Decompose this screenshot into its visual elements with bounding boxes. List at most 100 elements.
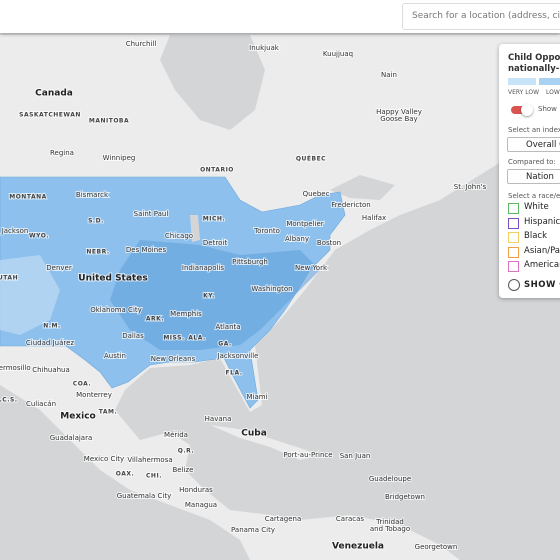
- place-label: Bridgetown: [385, 493, 425, 501]
- place-label: Chihuahua: [32, 366, 70, 374]
- race-checkbox[interactable]: [508, 246, 519, 258]
- place-label: Des Moines: [126, 246, 167, 254]
- race-label: Select a race/et: [508, 192, 560, 200]
- place-label: Panama City: [231, 526, 275, 534]
- place-label: Chicago: [165, 232, 193, 240]
- place-label: S.D.: [88, 218, 104, 225]
- place-label: NEBR.: [86, 249, 109, 256]
- race-label: Hispanic: [524, 216, 560, 227]
- show-button[interactable]: SHOW C: [524, 280, 560, 290]
- place-label: Mérida: [164, 431, 188, 439]
- place-label: Caracas: [336, 515, 364, 523]
- hudson-bay: [160, 35, 265, 130]
- place-label: Inukjuak: [249, 44, 280, 52]
- place-label: Belize: [173, 466, 194, 474]
- search-box[interactable]: Search for a location (address, city, or…: [402, 3, 560, 30]
- place-label: Boston: [317, 239, 341, 247]
- place-label: Dallas: [122, 332, 144, 340]
- place-label: Austin: [104, 352, 126, 360]
- place-label: Saint Paul: [134, 210, 169, 218]
- race-label: Asian/Pa: [524, 245, 560, 256]
- place-label: Halifax: [362, 214, 386, 222]
- place-label: Albany: [285, 235, 309, 243]
- place-label: and Tobago: [370, 525, 410, 533]
- place-label: Jackson: [1, 227, 29, 235]
- place-label: Guadeloupe: [369, 475, 411, 483]
- place-label: New York: [295, 264, 328, 272]
- place-label: WYO.: [29, 233, 49, 240]
- place-label: Mexico City: [84, 455, 124, 463]
- place-label: SASKATCHEWAN: [19, 112, 81, 119]
- top-bar: Search for a location (address, city, or…: [0, 0, 560, 33]
- us-coverage-dark: [110, 240, 320, 350]
- place-label: Indianapolis: [182, 264, 225, 272]
- compare-select[interactable]: Nation: [507, 169, 560, 184]
- panel-title: Child Opportu: [508, 53, 560, 63]
- place-label: Honduras: [179, 486, 213, 494]
- place-label: QUÉBEC: [296, 155, 326, 163]
- place-label: CHI.: [146, 473, 162, 480]
- place-label: Regina: [50, 149, 74, 157]
- race-checkbox[interactable]: [508, 232, 519, 243]
- place-label: Georgetown: [415, 543, 458, 551]
- place-label: Culiacán: [26, 400, 56, 408]
- show-icon: [508, 279, 520, 291]
- place-label: Oklahoma City: [90, 306, 142, 314]
- place-label: Churchill: [126, 40, 157, 48]
- place-label: St. John's: [454, 183, 487, 191]
- place-label: MONTANA: [9, 194, 47, 201]
- place-label: TAM.: [99, 409, 118, 416]
- place-label: N.M.: [43, 323, 61, 330]
- place-label: Ciudad Juárez: [26, 339, 74, 347]
- place-label: Trinidad: [375, 518, 404, 526]
- place-label: ONTARIO: [200, 167, 234, 174]
- toggle[interactable]: [511, 104, 533, 116]
- map-labels: Churchill Inukjuak Kuujjuaq Nain Canada SASKA…: [0, 39, 488, 553]
- place-label: Canada: [35, 89, 73, 99]
- place-label: GA.: [218, 341, 231, 348]
- place-label: Nain: [381, 71, 397, 79]
- place-label: Jacksonville: [217, 352, 259, 360]
- place-label: Montpelier: [286, 220, 323, 228]
- place-label: Memphis: [170, 310, 202, 318]
- place-label: Quebec: [303, 190, 330, 198]
- place-label: FLA.: [226, 370, 243, 377]
- place-label: KY.: [203, 293, 215, 300]
- place-label: Toronto: [253, 227, 280, 235]
- place-label: COA.: [73, 381, 91, 388]
- place-label: Mexico: [60, 412, 95, 422]
- place-label: UTAH: [0, 275, 18, 282]
- legend-swatch: [539, 78, 560, 85]
- place-label: Cuba: [241, 429, 267, 439]
- place-label: Goose Bay: [380, 115, 417, 123]
- place-label: Havana: [205, 415, 232, 423]
- place-label: ARK.: [146, 316, 164, 323]
- place-label: Bismarck: [76, 191, 109, 199]
- gulf-of-st-lawrence: [330, 175, 395, 200]
- place-label: Cartagena: [265, 515, 302, 523]
- race-label: American: [524, 260, 560, 270]
- place-label: Hermosillo: [0, 364, 31, 372]
- race-checkbox[interactable]: [508, 261, 519, 272]
- place-label: New Orleans: [151, 355, 196, 363]
- caribbean-islands: [210, 425, 320, 460]
- place-label: Managua: [185, 501, 217, 509]
- place-label: Happy Valley: [376, 108, 422, 116]
- place-label: Guadalajara: [50, 434, 93, 442]
- race-checkbox[interactable]: [508, 217, 519, 229]
- place-label: Miami: [246, 393, 267, 401]
- lake-michigan: [190, 215, 200, 242]
- place-label: Washington: [251, 285, 292, 293]
- place-label: Pittsburgh: [232, 258, 268, 266]
- index-select[interactable]: Overall C: [507, 137, 560, 152]
- place-label: Venezuela: [332, 542, 384, 552]
- legend-swatch: [508, 78, 536, 85]
- place-label: Villahermosa: [127, 456, 172, 464]
- race-checkbox[interactable]: [508, 203, 519, 214]
- legend-label: VERY LOW: [508, 89, 540, 96]
- panel-title: nationally-no: [508, 64, 560, 74]
- place-label: Winnipeg: [103, 154, 136, 162]
- place-label: San Juan: [340, 452, 371, 460]
- compare-label: Compared to:: [508, 158, 556, 166]
